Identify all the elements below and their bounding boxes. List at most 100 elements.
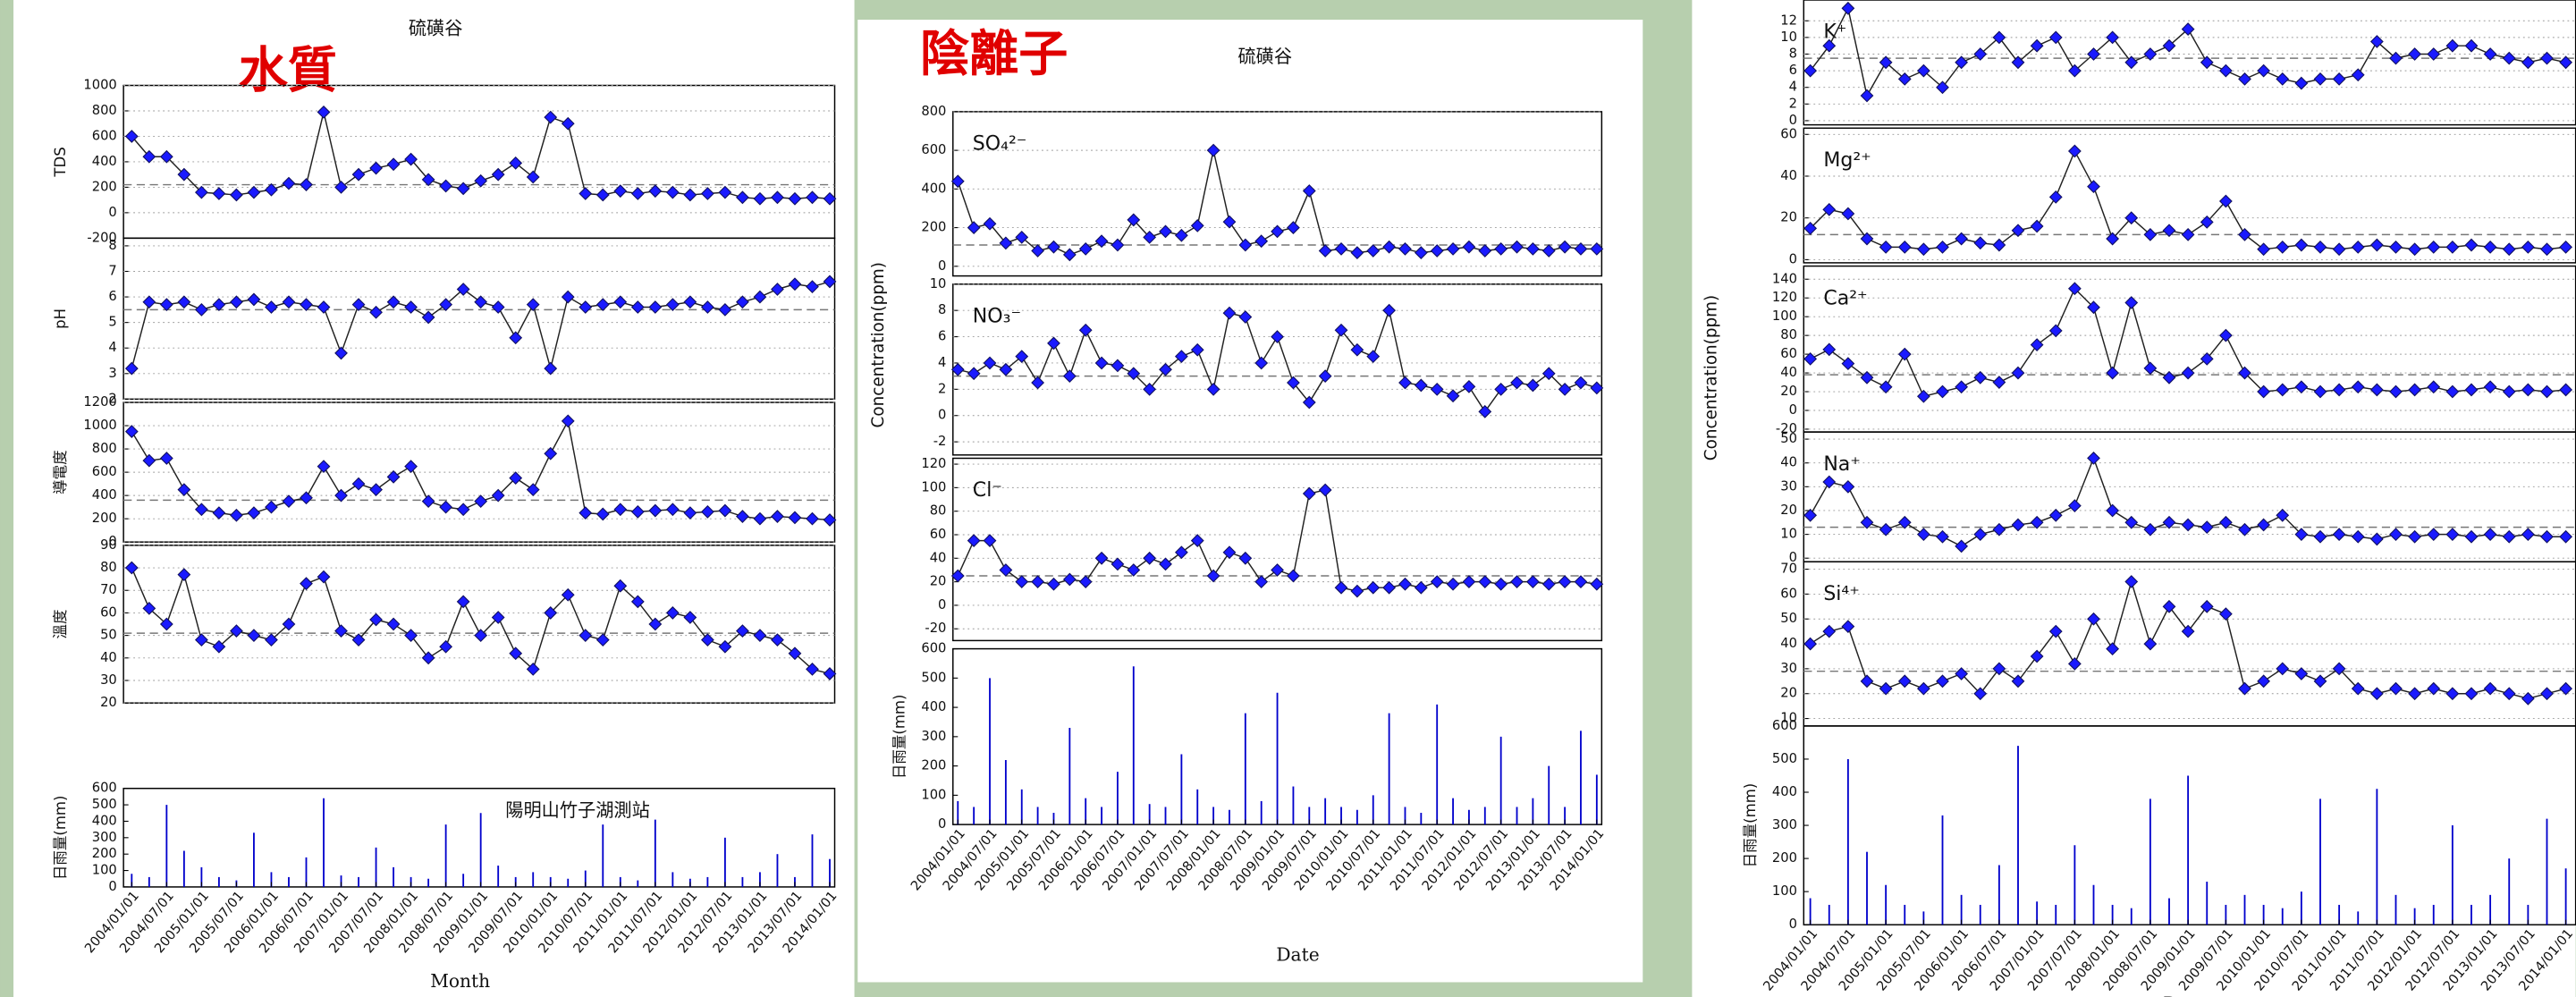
marker (2200, 55, 2214, 70)
marker (2162, 370, 2176, 384)
marker (2106, 30, 2120, 45)
marker (544, 606, 558, 620)
y-tick-label: 20 (100, 695, 117, 710)
marker (230, 624, 243, 638)
marker (2276, 72, 2290, 86)
y-tick-label: 30 (1780, 478, 1797, 494)
y-tick-label: 30 (1780, 661, 1797, 676)
y-tick-label: 0 (938, 597, 946, 613)
marker (1062, 572, 1077, 587)
y-axis-label: Concentration(ppm) (1702, 295, 1720, 460)
marker (1031, 376, 1044, 390)
marker (2124, 575, 2139, 588)
marker (1159, 224, 1172, 239)
y-tick-label: 8 (1789, 46, 1797, 61)
marker (300, 298, 313, 312)
marker (2351, 681, 2365, 696)
marker (1462, 240, 1476, 254)
marker (736, 624, 749, 638)
marker (1031, 575, 1044, 589)
marker (1031, 244, 1044, 258)
y-tick-label: 100 (921, 479, 946, 494)
marker (1143, 382, 1157, 396)
marker (212, 298, 226, 312)
marker (300, 178, 313, 191)
marker (700, 300, 714, 314)
marker (2218, 194, 2233, 208)
marker (2276, 383, 2290, 397)
y-tick-label: 60 (1780, 126, 1797, 141)
y-tick-label: 80 (1780, 327, 1797, 342)
marker (2067, 282, 2082, 296)
series-label: K⁺ (1823, 21, 1846, 44)
marker (1078, 575, 1093, 589)
marker (2067, 656, 2082, 671)
y-tick-label: -2 (933, 434, 947, 449)
marker (2313, 384, 2327, 399)
marker (1803, 351, 1818, 366)
marker (509, 646, 523, 661)
marker (2502, 51, 2516, 65)
chart-label: 水質 (239, 40, 337, 98)
marker (1350, 246, 1364, 260)
y-tick-label: 40 (1780, 168, 1797, 183)
marker (2540, 529, 2554, 544)
y-axis-label: Concentration(ppm) (869, 262, 888, 427)
marker (2238, 681, 2251, 696)
marker (2181, 624, 2195, 638)
y-tick-label: 800 (92, 441, 117, 456)
marker (2106, 642, 2120, 656)
marker (1206, 143, 1220, 157)
marker (2106, 503, 2120, 518)
marker (474, 173, 488, 188)
marker (1382, 303, 1396, 317)
y-tick-label: 6 (108, 289, 116, 304)
marker (2124, 296, 2139, 309)
marker (194, 503, 208, 517)
marker (613, 184, 628, 199)
marker (2218, 328, 2233, 342)
series-label: Cl⁻ (973, 479, 1002, 502)
marker (2162, 515, 2176, 529)
marker (282, 176, 296, 190)
y-tick-label: 50 (1780, 611, 1797, 626)
marker (2427, 240, 2441, 254)
marker (1190, 534, 1204, 547)
marker (421, 494, 435, 509)
marker (1973, 370, 1988, 384)
marker (1047, 577, 1060, 591)
marker (1879, 55, 1893, 70)
marker (1047, 240, 1060, 254)
marker (2464, 383, 2479, 397)
marker (1238, 310, 1253, 324)
marker (1366, 244, 1381, 258)
marker (159, 617, 173, 631)
marker (595, 188, 610, 202)
y-tick-label: -20 (1776, 421, 1797, 436)
y-axis-label: 日雨量(mm) (891, 695, 908, 780)
marker (950, 174, 965, 189)
marker (1078, 241, 1093, 256)
y-tick-label: 10 (1780, 30, 1797, 45)
y-tick-label: 500 (921, 670, 946, 685)
marker (509, 331, 523, 345)
marker (2294, 238, 2309, 252)
marker (561, 414, 575, 428)
y-tick-label: 6 (938, 329, 946, 344)
y-axis-label: TDS (52, 147, 69, 177)
marker (2502, 242, 2516, 257)
marker (2540, 51, 2554, 65)
marker (2464, 687, 2479, 701)
marker (1462, 575, 1476, 589)
marker (1841, 357, 1855, 370)
marker (1879, 522, 1893, 537)
marker (1094, 356, 1109, 370)
marker (2143, 47, 2158, 61)
marker (1494, 382, 1508, 396)
y-tick-label: 40 (1780, 365, 1797, 380)
y-tick-label: 0 (1789, 251, 1797, 266)
marker (1430, 575, 1444, 589)
marker (2181, 366, 2195, 380)
marker (2048, 190, 2063, 204)
marker (1047, 336, 1060, 351)
